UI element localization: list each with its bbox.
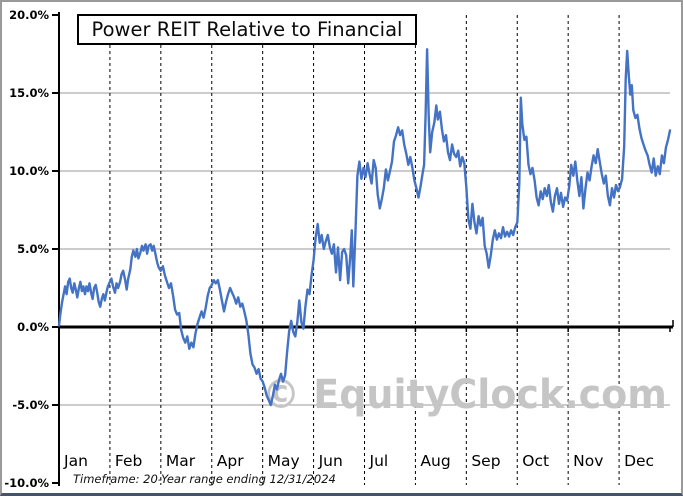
y-axis-tick-label: -10.0% (4, 476, 49, 490)
y-axis-tick-label: 5.0% (17, 242, 49, 256)
seasonality-series-line (57, 48, 672, 407)
y-axis-tick-label: 20.0% (9, 8, 49, 22)
x-axis-month-label: Apr (217, 452, 244, 470)
x-axis-month-label: Jun (318, 452, 343, 470)
chart-title: Power REIT Relative to Financial (91, 18, 403, 41)
x-axis-month-label: Sep (471, 452, 500, 470)
y-axis-tick-label: -5.0% (12, 398, 49, 412)
y-axis-tick-label: 10.0% (9, 164, 49, 178)
x-axis-month-label: Nov (573, 452, 603, 470)
y-axis-tick-label: 0.0% (17, 320, 49, 334)
x-axis-month-label: Aug (420, 452, 450, 470)
x-axis-month-label: Oct (522, 452, 549, 470)
timeframe-note: Timeframe: 20-Year range ending 12/31/20… (73, 472, 336, 486)
x-axis-month-label: Mar (166, 452, 196, 470)
chart-title-box: Power REIT Relative to Financial (77, 14, 417, 45)
x-axis-month-label: May (268, 452, 300, 470)
x-axis-month-label: Feb (115, 452, 142, 470)
watermark-equityclock: © EquityClock.com (262, 372, 667, 418)
x-axis-month-label: Jul (369, 452, 389, 470)
y-axis-tick-label: 15.0% (9, 86, 49, 100)
x-axis-month-label: Jan (63, 452, 88, 470)
x-axis-month-label: Dec (624, 452, 654, 470)
